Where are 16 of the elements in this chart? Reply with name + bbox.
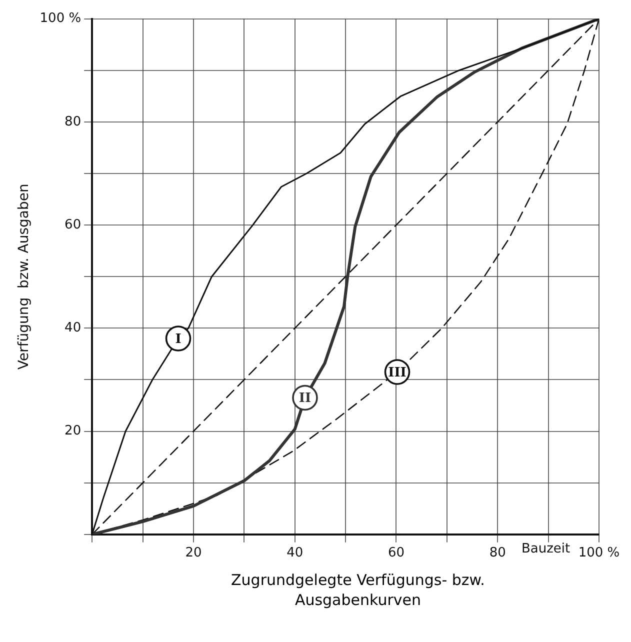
text: Zugrundgelegte Verfügungs- bzw. Ausgabenkurven — [230, 570, 486, 610]
y-axis-title: Verfügung bzw. Ausgaben — [16, 184, 32, 370]
x-tick-label: 80 — [489, 546, 506, 561]
x-tick-label: 100 % — [578, 546, 620, 561]
x-tick-label: 20 — [185, 546, 202, 561]
x-tick-label: 40 — [286, 546, 304, 561]
series-label: II — [298, 391, 312, 406]
y-tick-label: 100 % — [40, 11, 82, 26]
y-tick-label: 60 — [64, 217, 82, 232]
y-tick-label: 80 — [64, 114, 82, 130]
series-label: I — [175, 332, 182, 347]
x-axis-title: Bauzeit — [521, 541, 570, 556]
x-tick-label: 60 — [388, 546, 405, 561]
y-tick-label: 40 — [64, 320, 82, 336]
series-label: III — [388, 365, 406, 380]
y-tick-label: 20 — [64, 424, 82, 439]
